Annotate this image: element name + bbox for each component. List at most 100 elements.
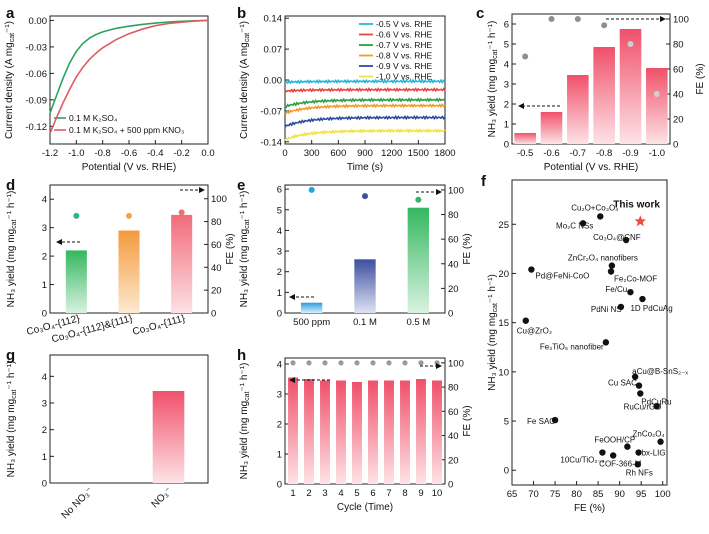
panel-a-xtick-label: -1.2 — [42, 148, 58, 159]
panel-f-point-label: aCu@B-SnS₂₋ₓ — [632, 367, 688, 376]
panel-f-point-label: Rh NFs — [626, 468, 653, 477]
panel-b-xtick-label: 1800 — [434, 148, 455, 159]
panel-d-y2tick-label: 80 — [211, 217, 222, 228]
panel-h-bar — [432, 380, 442, 484]
panel-d-fe-point — [73, 212, 80, 219]
panel-f-point — [639, 295, 646, 303]
panel-d-ytick-label: 2 — [42, 252, 47, 263]
panel-h-bar — [352, 382, 362, 484]
panel-h-bar — [368, 380, 378, 484]
panel-c-y2tick-label: 80 — [673, 40, 684, 51]
panel-b-series-line — [284, 97, 446, 109]
panel-b-ytick-label: -0.14 — [260, 137, 282, 148]
panel-d-ytick-label: 1 — [42, 280, 47, 291]
panel-c-xlabel: Potential (V vs. RHE) — [544, 162, 638, 173]
panel-letter-b: b — [237, 5, 246, 22]
panel-a-ytick-label: -0.06 — [25, 69, 47, 80]
panel-letter-f: f — [481, 173, 487, 190]
panel-b-xtick-label: 0 — [282, 148, 287, 159]
panel-b-xtick-label: 900 — [357, 148, 373, 159]
panel-h-ytick-label: 3 — [277, 390, 282, 401]
panel-f-point-label: Cu SAC — [608, 379, 637, 388]
panel-e-y2tick-label: 20 — [448, 284, 459, 295]
panel-a-xtick-label: -0.6 — [121, 148, 137, 159]
panel-f-point — [631, 373, 639, 380]
panel-e-ytick-label: 4 — [277, 226, 282, 237]
panel-f-point — [637, 390, 644, 397]
panel-f-ytick-label: 10 — [498, 367, 509, 378]
panel-c-category-label: -0.5 — [517, 148, 533, 159]
panel-a-series-line — [49, 19, 209, 134]
panel-letter-h: h — [237, 347, 246, 364]
panel-e-fe-point — [362, 193, 368, 200]
panel-f-point-label: FeOOH/CP — [594, 436, 635, 445]
panel-e-ytick-label: 6 — [277, 185, 282, 196]
panel-d-category-label: Co₃O₄-{111} — [131, 313, 187, 338]
panel-f-ytick-label: 0 — [504, 466, 509, 477]
panel-h-y2tick-label: 0 — [448, 480, 453, 491]
panel-f-point-label: ZnCr₂O₄ nanofibers — [568, 254, 638, 263]
panel-f-point — [522, 317, 529, 324]
panel-e-arrow-left-head — [289, 294, 295, 300]
panel-d-ytick-label: 4 — [42, 195, 47, 206]
panel-a-xtick-label: 0.0 — [201, 148, 214, 159]
panel-d-arrow-right-head — [199, 187, 205, 193]
panel-h-bar — [288, 377, 298, 484]
panel-h-y2tick-label: 100 — [448, 358, 464, 369]
panel-h-fe-point — [322, 360, 328, 366]
panel-c-bar — [540, 112, 563, 144]
panel-b-legend-label: -0.8 V vs. RHE — [376, 51, 433, 61]
panel-b-series-line — [284, 87, 446, 94]
panel-h-category-label: 5 — [354, 488, 359, 499]
panel-e-arrow-right-head — [436, 189, 442, 195]
panel-f-point — [551, 416, 559, 424]
panel-b-legend-label: -0.9 V vs. RHE — [376, 61, 433, 71]
panel-f-xtick-label: 65 — [507, 489, 518, 500]
panel-h-fe-point — [386, 360, 392, 366]
panel-g-category-label: No NO₃⁻ — [60, 485, 96, 521]
panel-e-ytick-label: 3 — [277, 247, 282, 258]
panel-c-y2tick-label: 100 — [673, 15, 689, 26]
panel-e-category-label: 500 ppm — [293, 317, 330, 328]
panel-f-xtick-label: 90 — [614, 489, 625, 500]
panel-h-category-label: 8 — [402, 488, 407, 499]
panel-f-point-label: Fe/Cu — [605, 285, 627, 294]
panel-c-arrow-right-head — [660, 16, 666, 22]
panel-g-ylabel-sub: cat — [11, 389, 18, 398]
panel-f-point — [634, 461, 641, 468]
panel-f-ylabel-main: NH₃ yield (mg mg — [487, 312, 498, 391]
panel-h-ylabel-sub: cat — [244, 391, 251, 400]
panel-b-legend-label: -0.5 V vs. RHE — [376, 19, 433, 29]
panel-h-ytick-label: 0 — [277, 480, 282, 491]
panel-h-bar — [304, 379, 314, 484]
panel-b-ytick-label: 0.14 — [264, 14, 283, 25]
panel-e-y2tick-label: 100 — [448, 185, 464, 196]
panel-f-point — [622, 236, 630, 244]
panel-f-point-label: Fe₂Co-MOF — [614, 275, 657, 284]
panel-c-ylabel: NH₃ yield (mg mgcat⁻¹ h⁻¹) — [487, 21, 499, 138]
panel-a-legend-label: 0.1 M K₂SO₄ — [69, 113, 118, 123]
panel-letter-c: c — [476, 5, 484, 22]
panel-c-ytick-label: 5 — [504, 40, 509, 51]
panel-a-ytick-label: 0.00 — [29, 16, 48, 27]
panel-f-point — [608, 262, 616, 269]
panel-f-point-label: Cu₂O+Co₃O₄ — [571, 203, 618, 212]
panel-a-xtick-label: -0.4 — [147, 148, 163, 159]
panel-c-ytick-label: 4 — [504, 60, 509, 71]
panel-e-ylabel-sub: cat — [244, 219, 251, 228]
panel-f-point — [635, 449, 642, 456]
panel-c-ytick-label: 1 — [504, 120, 509, 131]
panel-a-xtick-label: -1.0 — [68, 148, 84, 159]
panel-g-frame — [49, 354, 209, 484]
panel-c-category-label: -0.9 — [622, 148, 638, 159]
panel-e-y2label: FE (%) — [462, 233, 473, 264]
panel-d-ytick-label: 0 — [42, 309, 47, 320]
panel-f-point — [579, 220, 587, 227]
panel-e-category-label: 0.5 M — [406, 317, 430, 328]
panel-e-ylabel-tail: ⁻¹ h⁻¹) — [239, 191, 250, 220]
panel-c-fe-point — [522, 53, 529, 60]
panel-c-fe-point — [627, 41, 634, 47]
panel-c-fe-point — [601, 22, 608, 29]
panel-f-ylabel-tail: ⁻¹ h⁻¹) — [487, 274, 498, 303]
panel-f-point — [617, 303, 625, 311]
